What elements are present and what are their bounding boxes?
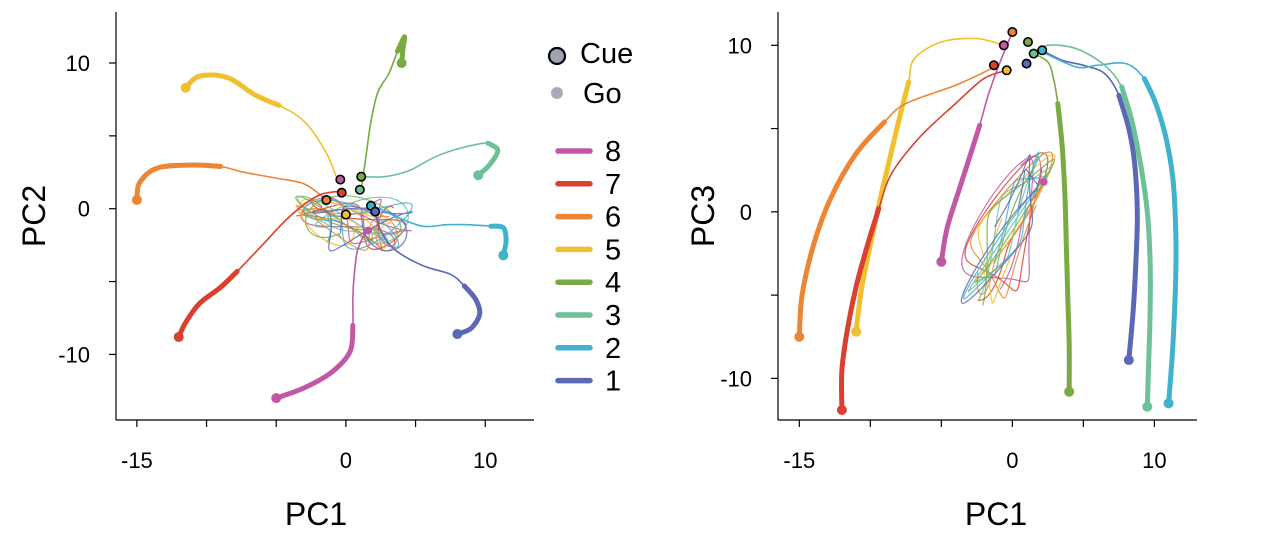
right-tangle-line-3 <box>967 152 1052 302</box>
right-series-thick-5 <box>853 79 912 335</box>
right-series-line-3 <box>1032 44 1152 408</box>
left-series-thick-1 <box>454 283 483 337</box>
left-series-end-point-8 <box>271 393 282 404</box>
right-y-tick-label: -10 <box>720 366 752 391</box>
right-cue-point <box>1007 26 1018 37</box>
legend-label-3: 3 <box>605 300 621 332</box>
right-y-tick-label: 0 <box>740 200 752 225</box>
right-series-end-point-3 <box>1142 401 1153 412</box>
left-markers-group <box>321 171 381 235</box>
left-y-tick-label: -10 <box>58 342 90 367</box>
legend-go-marker <box>551 87 563 99</box>
right-go-point <box>1039 177 1048 186</box>
right-cue-point <box>1001 65 1012 76</box>
left-series-line-6 <box>136 164 326 201</box>
left-series-end-point-5 <box>180 82 191 93</box>
legend-label-4: 4 <box>605 267 621 299</box>
right-series-end-point-8 <box>936 256 947 267</box>
right-series-end-point-2 <box>1163 398 1174 409</box>
right-series-end-point-6 <box>794 331 805 342</box>
right-cue-point <box>1037 45 1048 56</box>
right-series-line-7 <box>840 69 1008 411</box>
left-x-tick-label: -15 <box>121 448 153 473</box>
legend-label-2: 2 <box>605 333 621 365</box>
right-x-tick-label: 10 <box>1142 448 1166 473</box>
right-cue-point <box>1028 48 1039 59</box>
right-ticks-group: -15 0 10 -10 0 10 <box>720 33 1166 473</box>
left-x-tick-label: 10 <box>473 448 497 473</box>
left-series-thick-4 <box>395 34 408 66</box>
legend-label-8: 8 <box>605 136 621 168</box>
right-central-tangle <box>960 151 1056 306</box>
left-y-tick-label: 10 <box>66 51 90 76</box>
legend-cue-label: Cue <box>580 38 633 70</box>
left-series-thick-2 <box>488 223 509 258</box>
left-series-thick-3 <box>475 140 501 178</box>
right-cue-point <box>1022 36 1033 47</box>
right-series-end-point-7 <box>836 405 847 416</box>
right-series-thick-7 <box>839 206 882 413</box>
left-series-group <box>131 34 509 404</box>
right-series-end-point-1 <box>1123 355 1134 366</box>
left-series-thick-6 <box>134 162 223 203</box>
right-series-end-point-5 <box>851 326 862 337</box>
right-series-thick-4 <box>1055 101 1072 395</box>
right-series-thick-1 <box>1116 92 1140 363</box>
legend-go-label: Go <box>583 78 622 110</box>
right-markers-group <box>988 26 1048 186</box>
left-series-end-point-1 <box>452 329 463 340</box>
left-x-tick-label: 0 <box>340 448 352 473</box>
left-cue-point <box>356 171 367 182</box>
left-x-axis-title: PC1 <box>285 496 347 532</box>
left-series-end-point-2 <box>498 250 509 261</box>
right-series-thick-3 <box>1119 84 1153 410</box>
left-cue-point <box>321 194 332 205</box>
right-y-axis-title: PC3 <box>685 185 721 247</box>
left-series-end-point-3 <box>473 170 484 181</box>
left-tangle-line-1 <box>312 205 413 252</box>
right-cue-point <box>1021 58 1032 69</box>
left-series-thick-8 <box>273 322 356 401</box>
right-x-tick-label: 0 <box>1006 448 1018 473</box>
left-ticks-group: -15 0 10 -10 0 10 <box>58 51 497 473</box>
left-cue-point <box>335 174 346 185</box>
left-y-tick-label: 0 <box>78 197 90 222</box>
right-series-thick-2 <box>1141 76 1179 406</box>
legend-cue-marker <box>547 46 567 66</box>
left-series-thick-5 <box>183 72 282 108</box>
right-x-tick-label: -15 <box>783 448 815 473</box>
right-series-end-point-4 <box>1064 386 1075 397</box>
left-y-axis-title: PC2 <box>16 185 52 247</box>
left-cue-point <box>354 184 365 195</box>
left-series-line-8 <box>275 229 369 399</box>
right-y-tick-label: 10 <box>728 33 752 58</box>
left-panel-pc1-pc2: -15 0 10 -10 0 10 PC1 PC2 <box>16 12 534 532</box>
left-cue-point <box>340 209 351 220</box>
right-cue-point <box>998 40 1009 51</box>
legend-label-5: 5 <box>605 234 621 266</box>
left-series-end-point-6 <box>131 194 142 205</box>
right-tangle-line-7 <box>964 152 1049 302</box>
left-series-end-point-7 <box>173 331 184 342</box>
legend-label-7: 7 <box>605 169 621 201</box>
right-series-thick-8 <box>938 122 983 265</box>
left-series-end-point-4 <box>396 58 407 68</box>
left-go-point <box>364 226 373 235</box>
left-cue-point <box>370 206 381 217</box>
left-series-thick-7 <box>176 268 240 340</box>
right-series-group <box>794 31 1179 416</box>
right-x-axis-title: PC1 <box>965 496 1027 532</box>
right-panel-pc1-pc3: -15 0 10 -10 0 10 PC1 PC3 <box>685 12 1197 532</box>
right-cue-point <box>988 60 999 71</box>
left-central-tangle <box>295 195 413 252</box>
left-cue-point <box>336 187 347 198</box>
right-tangle-line-1 <box>960 154 1039 304</box>
right-series-thick-6 <box>796 119 887 340</box>
legend-label-1: 1 <box>605 366 621 398</box>
legend-label-6: 6 <box>605 202 621 234</box>
